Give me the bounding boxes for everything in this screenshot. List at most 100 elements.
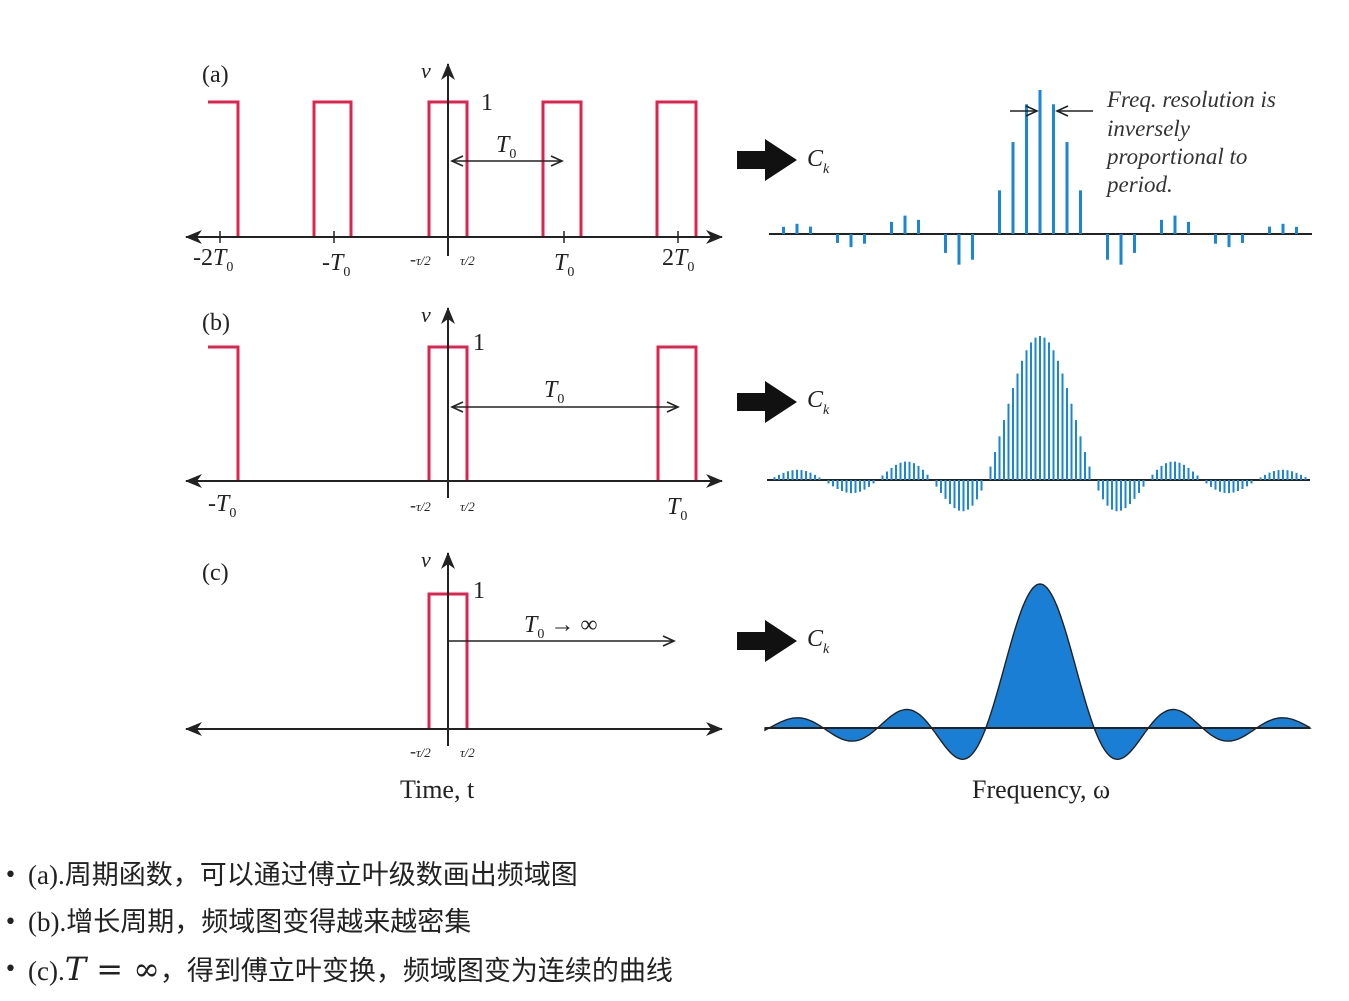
spectral-line bbox=[953, 480, 956, 509]
spectral-line bbox=[944, 480, 947, 499]
spectral-line bbox=[832, 480, 834, 487]
spectral-line bbox=[1178, 462, 1181, 480]
bullet-icon: • bbox=[4, 863, 17, 888]
panel-a: (a) v 1 T0 -2T0 -T0 -τ/2 τ/2 T0 2T0 bbox=[185, 58, 723, 280]
spectral-line bbox=[1119, 234, 1123, 265]
spectral-line bbox=[1102, 480, 1104, 500]
panel-label: (a) bbox=[202, 62, 229, 88]
height-label: 1 bbox=[473, 578, 485, 604]
notes-list: • (a).周期函数，可以通过傅立叶级数画出频域图 • (b).增长周期，频域图变得… bbox=[0, 852, 673, 993]
spectral-line bbox=[868, 480, 870, 487]
spectral-line bbox=[1052, 104, 1055, 234]
spectral-line bbox=[836, 480, 839, 489]
ck-label: Ck bbox=[807, 146, 830, 177]
spectral-line bbox=[1133, 234, 1136, 253]
spectral-line bbox=[1088, 466, 1091, 480]
period-label: T0 bbox=[544, 377, 564, 407]
spectral-line bbox=[1214, 234, 1217, 244]
spectral-line bbox=[805, 471, 807, 480]
spectral-line bbox=[1205, 480, 1208, 484]
spectral-line bbox=[796, 469, 798, 480]
continuous-spectrum bbox=[764, 583, 1312, 761]
spectral-line bbox=[944, 234, 947, 253]
note-text: ，得到傅立叶变换，频域图变为连续的曲线 bbox=[159, 956, 673, 987]
spectral-line bbox=[881, 475, 884, 480]
tick-label: -τ/2 bbox=[410, 495, 431, 515]
spectral-line bbox=[1160, 219, 1163, 234]
period-label: T0 bbox=[496, 132, 516, 162]
spectral-line bbox=[1115, 480, 1118, 512]
tick-label: T0 bbox=[667, 494, 687, 524]
spectral-line bbox=[1066, 388, 1068, 480]
note-text: 增长周期，频域图变得越来越密集 bbox=[66, 907, 472, 938]
spectral-line bbox=[827, 480, 830, 484]
spectrum-c bbox=[764, 583, 1312, 761]
annotation: Freq. resolution is inversely proportion… bbox=[1105, 87, 1276, 197]
spectral-line bbox=[1183, 464, 1185, 480]
spectral-line bbox=[1065, 142, 1069, 234]
spectral-line bbox=[1223, 480, 1226, 493]
note-item: • (c).T = ∞，得到傅立叶变换，频域图变为连续的曲线 bbox=[0, 946, 673, 993]
spectral-line bbox=[1048, 342, 1050, 480]
spectral-line bbox=[791, 470, 794, 480]
spectral-line bbox=[1120, 480, 1122, 511]
tick-label: -2T0 bbox=[193, 245, 233, 275]
spectral-line bbox=[1039, 336, 1041, 480]
spectral-line bbox=[1268, 226, 1271, 234]
right-arrow-icon bbox=[737, 381, 797, 423]
spectral-line bbox=[1210, 480, 1212, 487]
note-prefix: (b). bbox=[28, 907, 67, 937]
tick-label: τ/2 bbox=[460, 745, 475, 760]
spectral-line bbox=[976, 480, 978, 500]
spectral-line bbox=[994, 452, 996, 480]
spectral-line bbox=[1277, 470, 1280, 480]
spectral-line bbox=[818, 477, 821, 480]
tick-label: -T0 bbox=[322, 250, 350, 280]
tick-label: τ/2 bbox=[460, 253, 475, 268]
spectral-line bbox=[836, 234, 839, 243]
spectrum-a bbox=[769, 90, 1312, 265]
spectral-line bbox=[1219, 480, 1221, 492]
spectral-line bbox=[962, 480, 965, 512]
spectral-line bbox=[1061, 373, 1064, 480]
spectral-line bbox=[1070, 403, 1073, 480]
spectral-line bbox=[1034, 337, 1037, 480]
spectral-line bbox=[1228, 480, 1230, 494]
spectral-line bbox=[1138, 480, 1140, 493]
spectral-line bbox=[890, 221, 893, 234]
spectral-line bbox=[1156, 469, 1158, 480]
spectral-line bbox=[1300, 474, 1302, 480]
note-math: T = ∞ bbox=[64, 950, 160, 988]
v-axis-label: v bbox=[421, 58, 431, 83]
bullet-icon: • bbox=[4, 957, 17, 982]
spectral-line bbox=[1124, 480, 1127, 509]
spectral-line bbox=[980, 480, 983, 491]
spectral-line bbox=[1282, 469, 1284, 480]
annotation-line: proportional to bbox=[1105, 144, 1247, 169]
tick-label: -τ/2 bbox=[410, 249, 431, 269]
spectral-line bbox=[904, 461, 906, 480]
spectral-line bbox=[971, 480, 974, 506]
spectral-line bbox=[859, 480, 861, 492]
spectral-line bbox=[1111, 480, 1113, 510]
spectral-line bbox=[908, 461, 911, 480]
spectral-line bbox=[1187, 467, 1190, 480]
spectral-line bbox=[809, 226, 812, 234]
v-axis-label: v bbox=[421, 547, 431, 572]
spectral-line bbox=[1025, 104, 1028, 234]
spectral-line bbox=[1133, 480, 1136, 499]
spectral-line bbox=[1291, 471, 1293, 480]
pulse-train bbox=[208, 100, 698, 237]
spectral-line bbox=[1250, 480, 1253, 484]
ck-label: Ck bbox=[807, 387, 830, 418]
spectral-line bbox=[1003, 420, 1005, 480]
spectral-line bbox=[1084, 452, 1086, 480]
transform-arrows bbox=[737, 139, 797, 662]
spectral-line bbox=[1214, 480, 1217, 490]
spectral-line bbox=[1241, 234, 1244, 243]
spectral-line bbox=[926, 474, 929, 480]
spectral-line bbox=[782, 226, 785, 234]
spectral-line bbox=[895, 464, 897, 480]
spectral-line bbox=[1173, 215, 1177, 234]
spectral-line bbox=[1106, 480, 1109, 506]
